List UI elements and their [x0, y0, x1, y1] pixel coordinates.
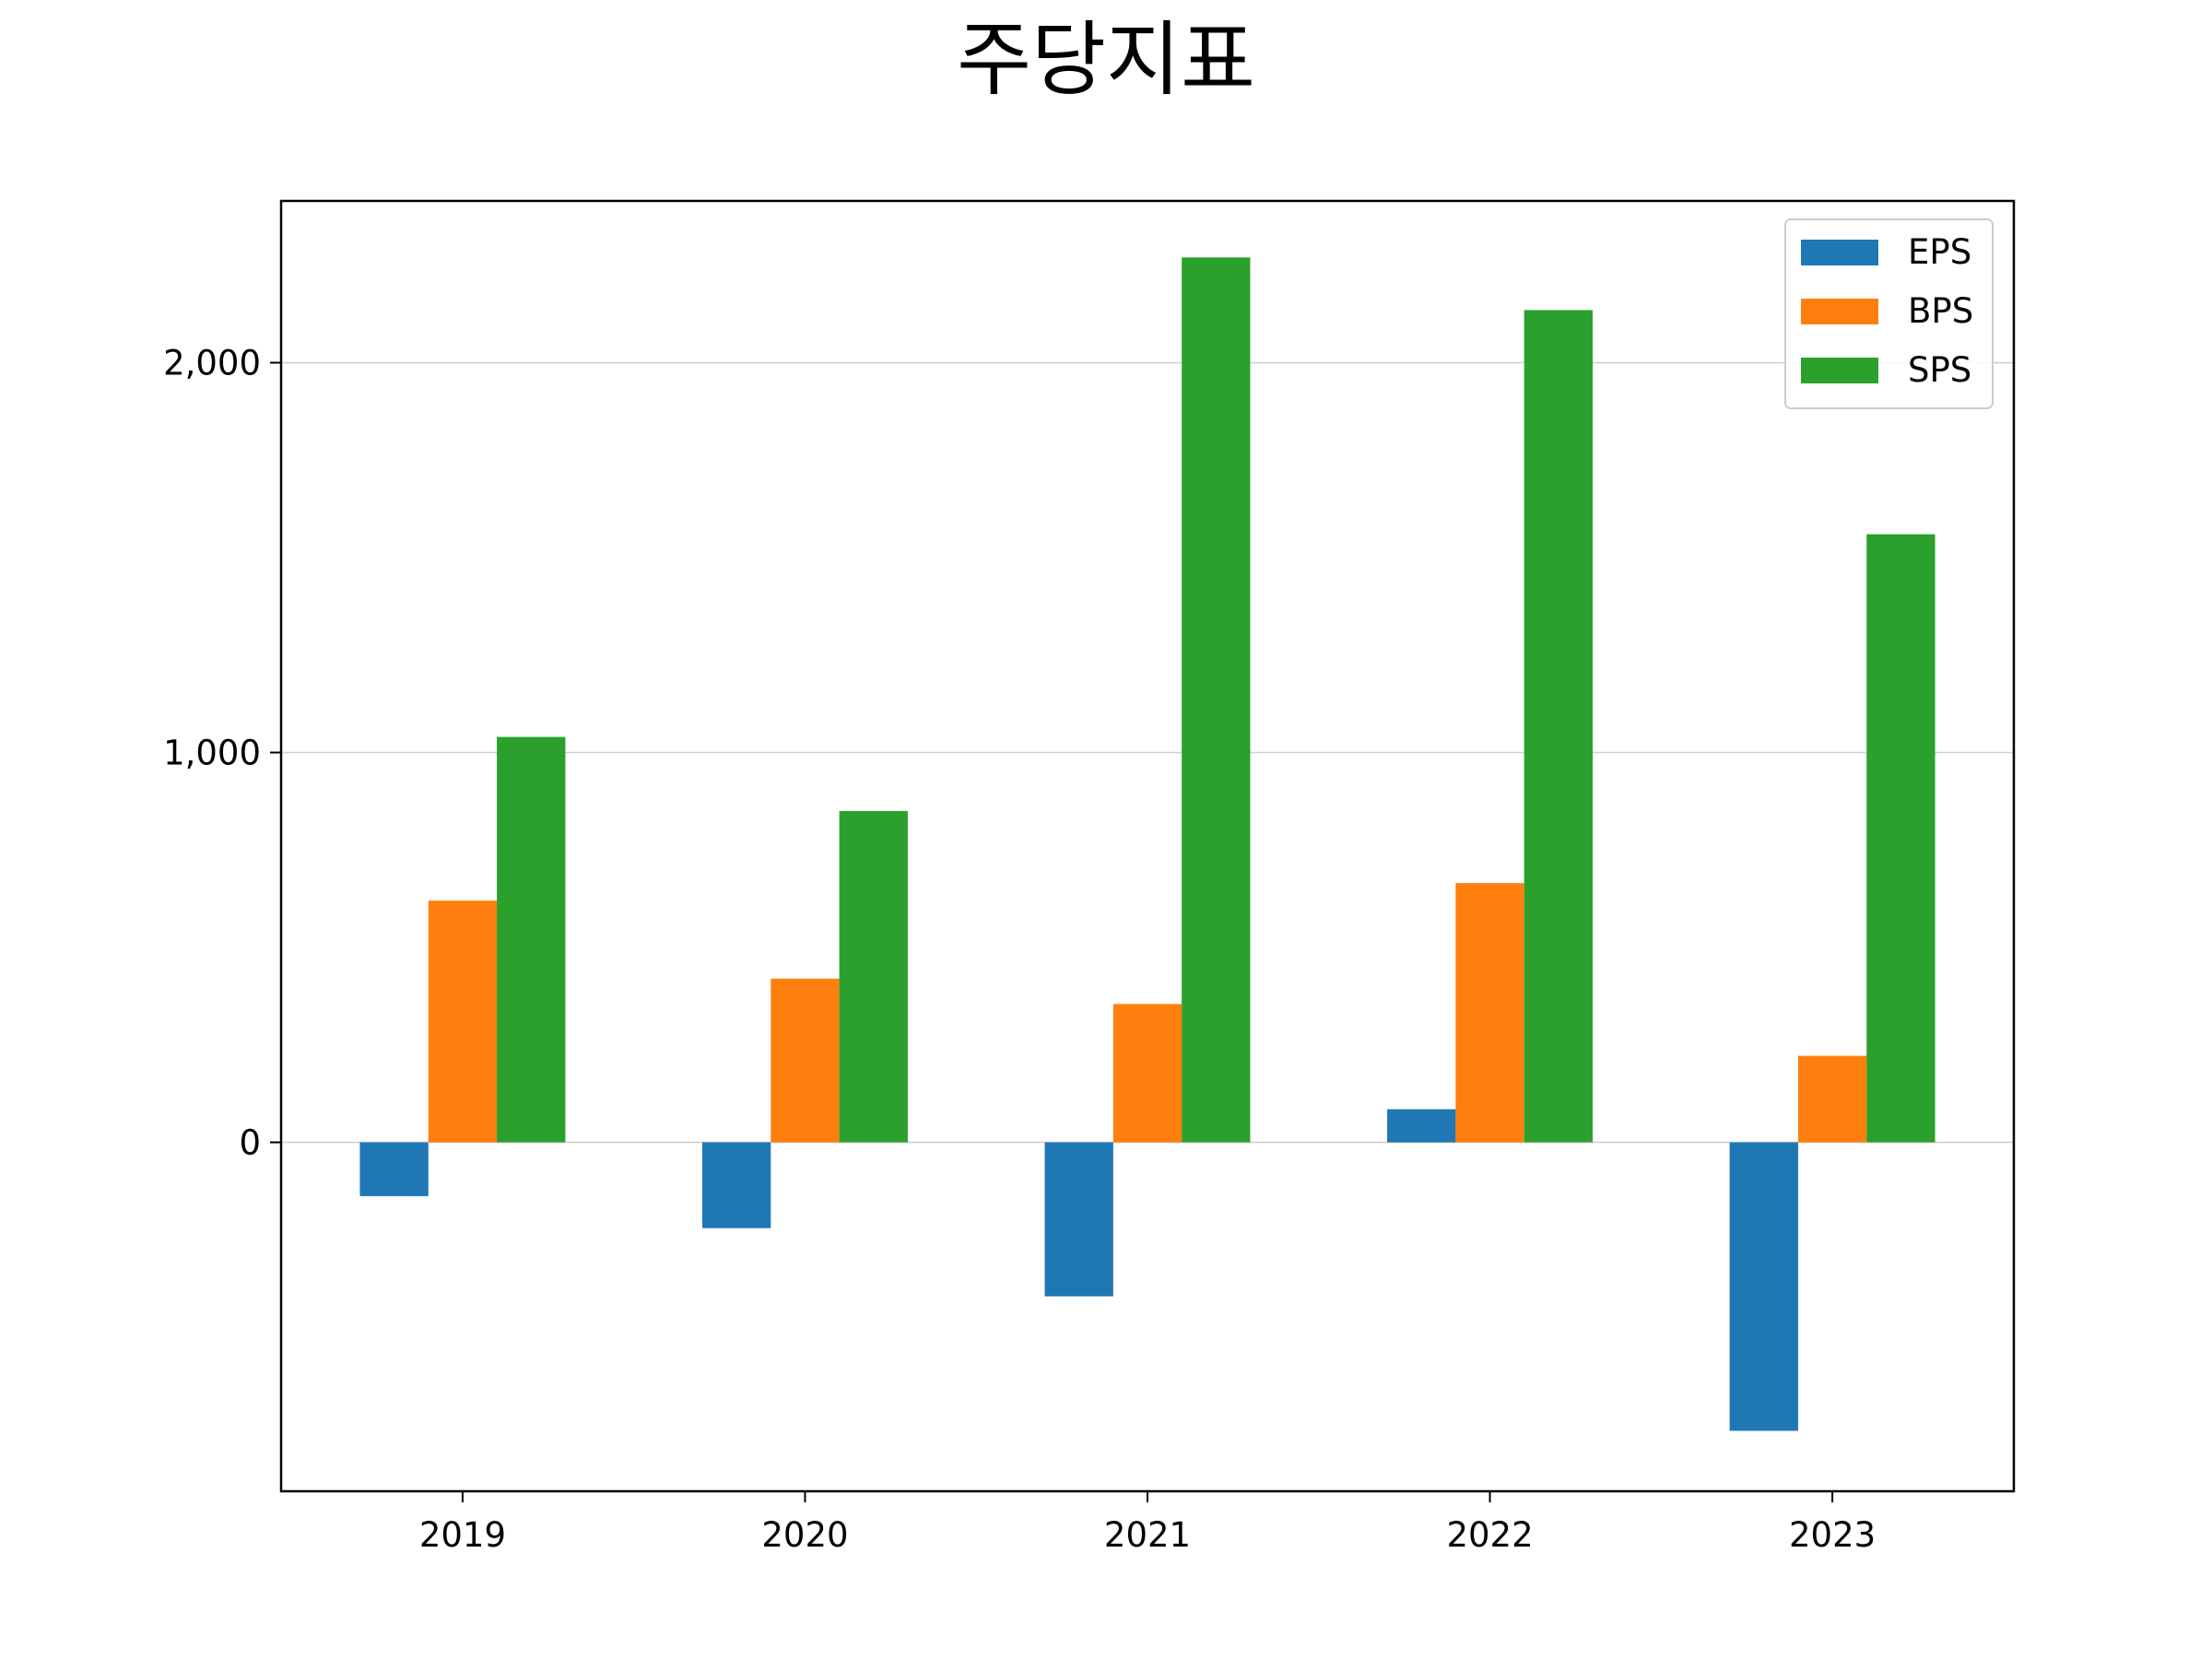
bar-sps-2021	[1182, 257, 1251, 1143]
legend-swatch-eps	[1801, 240, 1878, 265]
x-tick-label: 2021	[1104, 1515, 1191, 1555]
bar-eps-2020	[701, 1142, 771, 1229]
bar-bps-2019	[428, 900, 498, 1143]
bar-bps-2022	[1455, 883, 1524, 1143]
legend-label-bps: BPS	[1908, 291, 1973, 331]
y-axis: 0 1,000 2,000	[163, 344, 281, 1162]
x-tick-label: 2022	[1446, 1515, 1533, 1555]
bar-eps-2019	[359, 1142, 429, 1196]
bar-eps-2023	[1729, 1142, 1798, 1431]
legend-label-eps: EPS	[1908, 232, 1971, 272]
legend-label-sps: SPS	[1908, 350, 1971, 390]
legend: EPS BPS SPS	[1784, 218, 1994, 409]
x-tick-label: 2020	[761, 1515, 848, 1555]
x-axis: 2019 2020 2021 2022 2023	[419, 1491, 1876, 1555]
bar-sps-2019	[497, 736, 566, 1143]
y-tick-label: 0	[239, 1123, 261, 1162]
bars	[359, 257, 1936, 1431]
bar-eps-2022	[1387, 1109, 1456, 1143]
x-tick-label: 2023	[1789, 1515, 1876, 1555]
chart-title: 주당지표	[957, 12, 1255, 107]
bar-sps-2022	[1524, 310, 1594, 1143]
legend-swatch-sps	[1801, 358, 1878, 383]
bar-bps-2023	[1797, 1055, 1867, 1143]
bar-bps-2020	[771, 978, 840, 1143]
legend-swatch-bps	[1801, 299, 1878, 324]
x-tick-label: 2019	[419, 1515, 506, 1555]
bar-bps-2021	[1112, 1004, 1182, 1143]
bar-eps-2021	[1044, 1142, 1113, 1297]
bar-sps-2020	[839, 810, 908, 1143]
y-tick-label: 1,000	[163, 733, 261, 772]
y-tick-label: 2,000	[163, 344, 261, 383]
bar-sps-2023	[1866, 534, 1936, 1143]
